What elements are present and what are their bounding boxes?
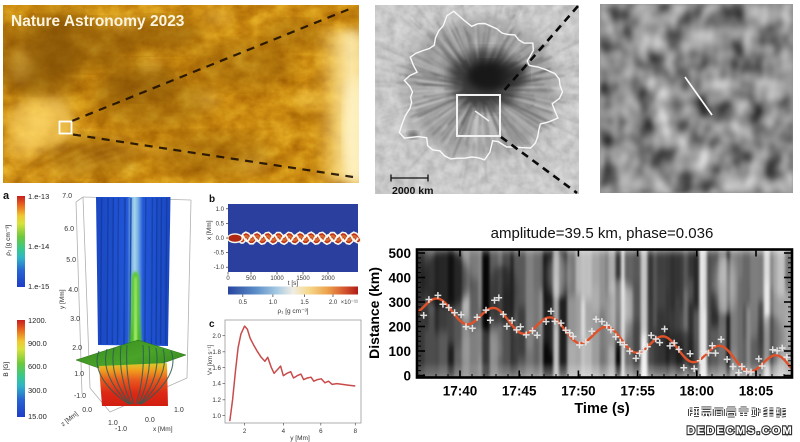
svg-text:5.0: 5.0 bbox=[66, 257, 76, 264]
svg-text:18:00: 18:00 bbox=[680, 384, 715, 399]
svg-text:8: 8 bbox=[354, 428, 358, 435]
svg-text:0.5: 0.5 bbox=[239, 300, 248, 306]
svg-text:V× [km s⁻¹]: V× [km s⁻¹] bbox=[208, 344, 214, 375]
svg-text:Nature Astronomy 2023: Nature Astronomy 2023 bbox=[11, 13, 185, 30]
svg-text:18:05: 18:05 bbox=[739, 384, 774, 399]
svg-text:1.0: 1.0 bbox=[212, 413, 221, 420]
svg-text:2000: 2000 bbox=[321, 276, 335, 282]
svg-text:0: 0 bbox=[226, 276, 230, 282]
svg-text:c: c bbox=[209, 319, 215, 330]
svg-text:DEDECMS.COM: DEDECMS.COM bbox=[687, 425, 794, 437]
svg-text:Distance (km): Distance (km) bbox=[366, 267, 382, 359]
svg-text:amplitude=39.5 km, phase=0.036: amplitude=39.5 km, phase=0.036 bbox=[491, 225, 714, 242]
svg-text:Time (s): Time (s) bbox=[574, 401, 630, 417]
svg-text:1.5: 1.5 bbox=[300, 300, 309, 306]
svg-text:1.4: 1.4 bbox=[212, 381, 221, 388]
svg-text:100: 100 bbox=[388, 344, 411, 359]
svg-text:1.0: 1.0 bbox=[216, 207, 225, 213]
svg-text:1.0: 1.0 bbox=[174, 407, 184, 414]
svg-text:200: 200 bbox=[388, 320, 411, 335]
svg-text:-0.5: -0.5 bbox=[214, 251, 225, 257]
svg-text:DEDECMS.COM: DEDECMS.COM bbox=[687, 425, 794, 437]
svg-text:17:55: 17:55 bbox=[620, 384, 655, 399]
svg-text:1.0: 1.0 bbox=[74, 371, 84, 378]
svg-text:1.0: 1.0 bbox=[269, 300, 278, 306]
svg-text:0.5: 0.5 bbox=[216, 221, 225, 227]
svg-text:y [Mm]: y [Mm] bbox=[290, 435, 310, 442]
svg-text:6: 6 bbox=[319, 428, 323, 435]
svg-text:-1.0: -1.0 bbox=[214, 265, 225, 271]
svg-text:17:45: 17:45 bbox=[502, 384, 537, 399]
svg-text:6.0: 6.0 bbox=[64, 226, 74, 233]
svg-text:0.0: 0.0 bbox=[82, 407, 92, 414]
svg-text:x [Mm]: x [Mm] bbox=[153, 426, 173, 433]
svg-text:-1.0: -1.0 bbox=[115, 426, 127, 433]
svg-text:4: 4 bbox=[282, 428, 286, 435]
svg-text:y [Mm]: y [Mm] bbox=[59, 289, 66, 309]
svg-text:7.0: 7.0 bbox=[62, 193, 72, 200]
svg-text:2.0: 2.0 bbox=[212, 333, 221, 340]
svg-text:0.0: 0.0 bbox=[216, 236, 225, 242]
svg-text:2.0: 2.0 bbox=[72, 345, 82, 352]
svg-text:3.0: 3.0 bbox=[70, 316, 80, 323]
svg-text:2.0: 2.0 bbox=[329, 300, 338, 306]
svg-text:1.6: 1.6 bbox=[212, 365, 221, 372]
svg-text:1.2: 1.2 bbox=[212, 397, 221, 404]
svg-text:ρ₁ [g cm⁻³]: ρ₁ [g cm⁻³] bbox=[278, 308, 309, 315]
svg-text:17:40: 17:40 bbox=[443, 384, 478, 399]
svg-text:4.0: 4.0 bbox=[68, 287, 78, 294]
svg-text:x [Mm]: x [Mm] bbox=[206, 220, 213, 240]
svg-text:z [Mm]: z [Mm] bbox=[60, 410, 80, 428]
svg-text:b: b bbox=[209, 194, 215, 205]
svg-text:1.8: 1.8 bbox=[212, 349, 221, 356]
svg-text:0.0: 0.0 bbox=[145, 417, 155, 424]
svg-text:300: 300 bbox=[388, 295, 411, 310]
svg-text:×10⁻¹¹: ×10⁻¹¹ bbox=[341, 300, 358, 306]
svg-text:1.0: 1.0 bbox=[108, 420, 118, 427]
svg-text:1000: 1000 bbox=[270, 276, 284, 282]
svg-text:t [s]: t [s] bbox=[288, 280, 299, 287]
svg-text:500: 500 bbox=[388, 246, 411, 261]
svg-text:0: 0 bbox=[403, 369, 411, 384]
svg-text:2000 km: 2000 km bbox=[392, 185, 433, 194]
svg-text:500: 500 bbox=[246, 276, 257, 282]
svg-text:2: 2 bbox=[243, 428, 247, 435]
svg-text:17:50: 17:50 bbox=[561, 384, 596, 399]
svg-text:-1.0: -1.0 bbox=[74, 393, 86, 400]
svg-text:400: 400 bbox=[388, 271, 411, 286]
svg-text:1500: 1500 bbox=[296, 276, 310, 282]
